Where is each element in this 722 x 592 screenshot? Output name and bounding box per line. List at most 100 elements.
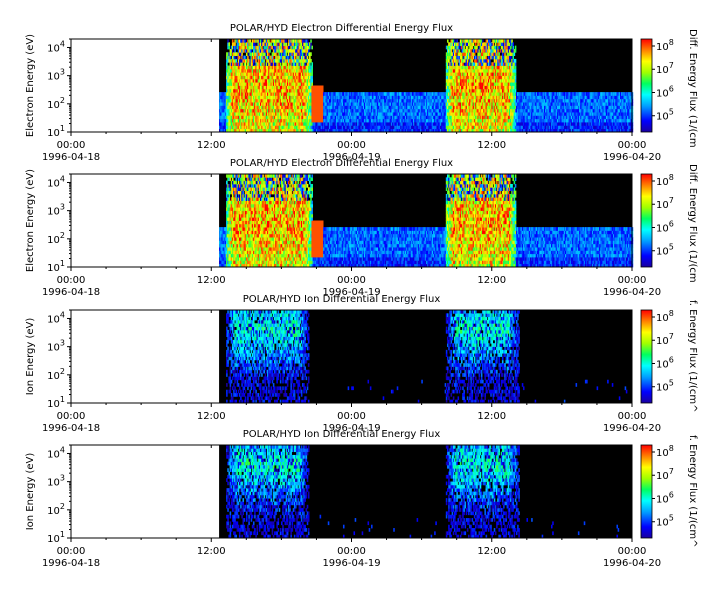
heatmap-cell (290, 68, 292, 73)
heatmap-cell (285, 58, 288, 63)
heatmap-cell (283, 105, 285, 110)
heatmap-cell (237, 102, 240, 106)
heatmap-cell (241, 52, 243, 57)
heatmap-cell (271, 65, 274, 70)
heatmap-cell (297, 108, 299, 113)
heatmap-cell (292, 98, 295, 103)
heatmap-cell (237, 62, 240, 66)
heatmap-cell (270, 45, 273, 50)
heatmap-cell (237, 88, 240, 93)
heatmap-cell (286, 62, 289, 66)
heatmap-cell (247, 85, 249, 90)
heatmap-cell (303, 102, 305, 106)
heatmap-cell (292, 125, 295, 130)
heatmap-cell (231, 85, 234, 90)
heatmap-cell (276, 72, 278, 76)
heatmap-cell (326, 118, 329, 123)
heatmap-cell (297, 65, 299, 70)
heatmap-cell (267, 85, 269, 90)
heatmap-cell (265, 55, 268, 60)
heatmap-cell (310, 125, 312, 130)
heatmap-cell (240, 78, 242, 83)
heatmap-cell (290, 45, 292, 50)
heatmap-cell (248, 85, 250, 90)
heatmap-cell (263, 62, 266, 66)
heatmap-cell (234, 42, 236, 47)
heatmap-cell (285, 55, 288, 60)
heatmap-cell (248, 48, 250, 53)
heatmap-cell (271, 45, 274, 50)
heatmap-cell (288, 112, 290, 116)
heatmap-cell (286, 122, 289, 126)
heatmap-cell (299, 115, 302, 120)
heatmap-cell (250, 125, 253, 130)
heatmap-cell (234, 78, 236, 83)
heatmap-cell (276, 105, 278, 110)
heatmap-cell (278, 88, 281, 93)
heatmap-cell (282, 118, 284, 123)
heatmap-cell (247, 48, 249, 53)
heatmap-cell (249, 92, 252, 96)
heatmap-cell (243, 68, 246, 73)
heatmap-cell (446, 39, 449, 43)
heatmap-cell (288, 52, 290, 57)
heatmap-cell (310, 108, 312, 113)
heatmap-cell (285, 39, 288, 43)
heatmap-cell (271, 75, 274, 80)
heatmap-cell (309, 42, 311, 47)
heatmap-cell (305, 39, 308, 43)
heatmap-cell (252, 55, 255, 60)
heatmap-cell (323, 122, 325, 126)
heatmap-cell (302, 95, 304, 100)
heatmap-cell (255, 52, 257, 57)
heatmap-cell (326, 102, 329, 106)
heatmap-cell (276, 98, 278, 103)
heatmap-cell (220, 112, 222, 116)
heatmap-cell (257, 75, 260, 80)
heatmap-cell (305, 75, 308, 80)
heatmap-cell (226, 128, 228, 133)
heatmap-cell (321, 98, 324, 103)
heatmap-cell (245, 118, 248, 123)
heatmap-cell (263, 88, 266, 93)
heatmap-cell (243, 58, 246, 63)
heatmap-cell (303, 112, 305, 116)
heatmap-cell (278, 102, 281, 106)
heatmap-cell (228, 72, 230, 76)
heatmap-cell (291, 48, 294, 53)
heatmap-cell (265, 118, 268, 123)
heatmap-cell (250, 75, 253, 80)
heatmap-cell (259, 95, 262, 100)
heatmap-cell (234, 95, 236, 100)
heatmap-cell (279, 52, 282, 57)
heatmap-cell (279, 75, 282, 80)
heatmap-cell (255, 105, 257, 110)
heatmap-cell (281, 128, 283, 133)
heatmap-cell (313, 102, 316, 106)
heatmap-cell (256, 52, 259, 57)
heatmap-cell (310, 39, 312, 43)
heatmap-cell (267, 72, 269, 76)
heatmap-cell (283, 42, 285, 47)
heatmap-cell (250, 78, 253, 83)
heatmap-cell (274, 75, 276, 80)
heatmap-cell (234, 82, 236, 86)
heatmap-cell (235, 85, 238, 90)
heatmap-cell (228, 125, 230, 130)
heatmap-cell (231, 55, 234, 60)
heatmap-cell (293, 62, 296, 66)
heatmap-cell (226, 72, 228, 76)
heatmap-cell (290, 92, 292, 96)
heatmap-cell (258, 75, 261, 80)
heatmap-cell (221, 115, 223, 120)
heatmap-cell (261, 55, 263, 60)
heatmap-cell (298, 72, 301, 76)
heatmap-cell (262, 122, 264, 126)
heatmap-cell (305, 52, 308, 57)
heatmap-cell (298, 115, 301, 120)
heatmap-cell (254, 48, 256, 53)
heatmap-cell (456, 39, 458, 43)
heatmap-cell (227, 68, 229, 73)
heatmap-cell (241, 92, 243, 96)
heatmap-cell (498, 52, 500, 57)
